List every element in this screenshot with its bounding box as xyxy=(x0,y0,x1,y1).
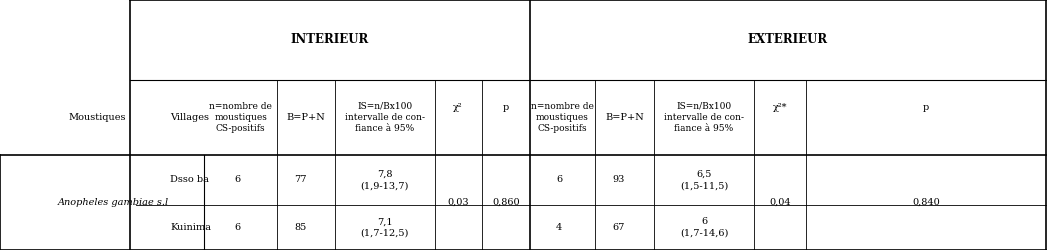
Text: 6: 6 xyxy=(235,223,241,232)
Text: χ²: χ² xyxy=(453,103,463,112)
Text: 7,8
(1,9-13,7): 7,8 (1,9-13,7) xyxy=(360,170,409,190)
Text: 77: 77 xyxy=(294,176,306,184)
Text: IS=n/Bx100
intervalle de con-
fiance à 95%: IS=n/Bx100 intervalle de con- fiance à 9… xyxy=(344,102,425,133)
Text: n=nombre de
moustiques
CS-positifs: n=nombre de moustiques CS-positifs xyxy=(209,102,272,133)
Text: EXTERIEUR: EXTERIEUR xyxy=(748,34,828,46)
Text: B=P+N: B=P+N xyxy=(287,113,326,122)
Text: 93: 93 xyxy=(612,176,624,184)
Text: Moustiques: Moustiques xyxy=(68,113,126,122)
Text: 6: 6 xyxy=(556,176,562,184)
Text: 0,04: 0,04 xyxy=(770,198,790,207)
Text: 6
(1,7-14,6): 6 (1,7-14,6) xyxy=(680,218,729,238)
Text: 6,5
(1,5-11,5): 6,5 (1,5-11,5) xyxy=(680,170,729,190)
Text: χ²*: χ²* xyxy=(773,103,787,112)
Text: 4: 4 xyxy=(556,223,562,232)
Text: 6: 6 xyxy=(235,176,241,184)
Text: p: p xyxy=(923,103,929,112)
Text: INTERIEUR: INTERIEUR xyxy=(291,34,369,46)
Text: 0,03: 0,03 xyxy=(447,198,469,207)
Text: 67: 67 xyxy=(612,223,624,232)
Text: Kuinima: Kuinima xyxy=(170,223,211,232)
Text: Dsso ba: Dsso ba xyxy=(170,176,209,184)
Text: Villages: Villages xyxy=(170,113,209,122)
Text: n=nombre de
moustiques
CS-positifs: n=nombre de moustiques CS-positifs xyxy=(531,102,594,133)
Text: 0,840: 0,840 xyxy=(912,198,940,207)
Text: p: p xyxy=(503,103,509,112)
Text: B=P+N: B=P+N xyxy=(605,113,644,122)
Text: 85: 85 xyxy=(294,223,306,232)
Text: IS=n/Bx100
intervalle de con-
fiance à 95%: IS=n/Bx100 intervalle de con- fiance à 9… xyxy=(664,102,744,133)
Text: 7,1
(1,7-12,5): 7,1 (1,7-12,5) xyxy=(360,218,409,238)
Text: Anopheles gambiae s.l: Anopheles gambiae s.l xyxy=(58,198,169,207)
Text: 0,860: 0,860 xyxy=(492,198,519,207)
